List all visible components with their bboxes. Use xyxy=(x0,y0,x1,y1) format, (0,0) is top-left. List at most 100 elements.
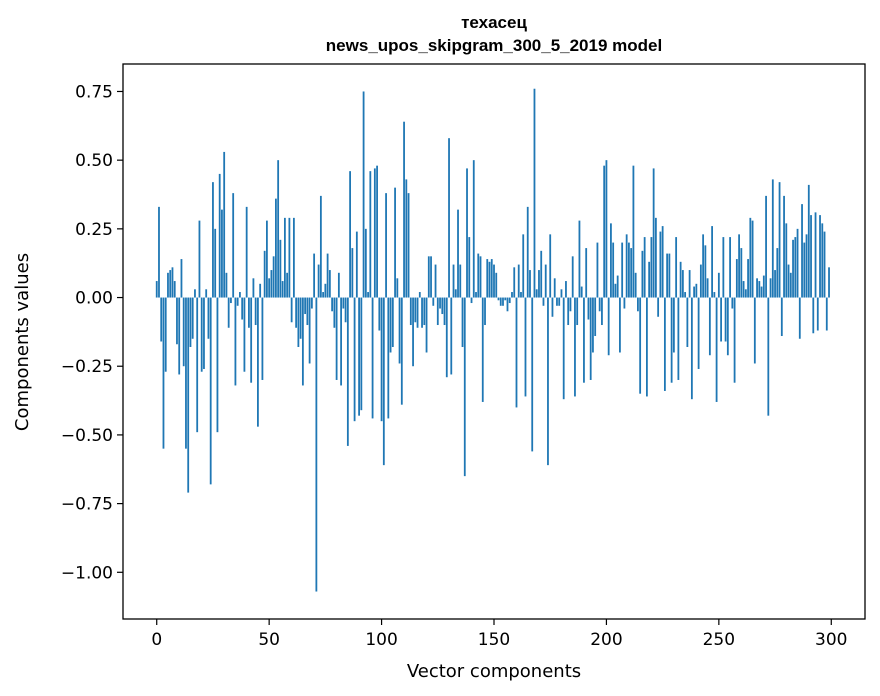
bar xyxy=(358,297,360,416)
bar xyxy=(625,234,628,298)
bar xyxy=(176,297,178,345)
bar xyxy=(778,182,781,298)
bar xyxy=(425,297,428,353)
bar xyxy=(495,272,498,298)
bar xyxy=(207,297,210,339)
bar xyxy=(283,217,286,298)
bar xyxy=(814,212,817,298)
bar xyxy=(565,281,567,298)
bar xyxy=(155,281,158,298)
bar xyxy=(466,168,468,298)
bar xyxy=(776,248,779,298)
bar xyxy=(187,297,190,493)
bar xyxy=(524,297,527,397)
bar xyxy=(185,297,187,449)
bar xyxy=(351,248,354,298)
bar xyxy=(290,297,293,323)
bar xyxy=(648,261,651,298)
bar xyxy=(497,297,500,301)
bar xyxy=(333,297,336,328)
bar xyxy=(639,297,642,394)
bar xyxy=(756,278,758,298)
bar xyxy=(812,297,815,334)
bar xyxy=(538,270,540,298)
bar xyxy=(704,245,707,298)
bar xyxy=(628,242,630,298)
bar xyxy=(508,297,511,304)
bar xyxy=(675,237,678,298)
bar xyxy=(749,217,752,298)
bar xyxy=(650,237,653,298)
bar xyxy=(646,297,648,397)
bar xyxy=(380,297,383,422)
bar xyxy=(203,297,205,369)
bar xyxy=(178,297,181,375)
bar xyxy=(389,297,392,353)
bar xyxy=(765,195,767,298)
bar xyxy=(277,160,280,298)
x-tick-label: 300 xyxy=(815,630,847,650)
bar xyxy=(477,253,480,298)
bar xyxy=(670,297,673,383)
bar xyxy=(785,223,788,298)
bar xyxy=(601,297,603,326)
bar xyxy=(547,297,549,466)
bar xyxy=(486,259,489,298)
bar xyxy=(400,297,403,405)
bar xyxy=(304,297,307,315)
bar xyxy=(362,91,365,298)
bar xyxy=(382,297,385,466)
bar xyxy=(344,297,347,323)
bar xyxy=(488,261,491,298)
bar xyxy=(261,297,264,380)
bar xyxy=(225,272,228,298)
bar xyxy=(479,256,482,298)
bar xyxy=(326,253,329,298)
y-tick-label: 0.25 xyxy=(75,220,113,240)
bar xyxy=(726,297,729,356)
bar xyxy=(688,270,691,298)
bar xyxy=(434,264,437,298)
bar xyxy=(448,138,450,298)
bar xyxy=(436,297,439,326)
bar xyxy=(353,297,356,422)
bar xyxy=(549,234,552,298)
bar xyxy=(753,297,756,364)
bar xyxy=(733,297,736,383)
bar xyxy=(254,297,257,326)
bar xyxy=(439,297,441,309)
bar xyxy=(641,250,644,298)
bar xyxy=(315,297,318,592)
bar xyxy=(412,297,414,367)
bar xyxy=(189,297,192,347)
bar xyxy=(794,237,797,298)
bar xyxy=(560,289,563,298)
bar xyxy=(634,272,637,298)
bar xyxy=(621,242,624,298)
bar xyxy=(744,289,747,298)
bar xyxy=(580,286,583,298)
bar xyxy=(708,297,711,356)
bar xyxy=(720,297,722,342)
bar xyxy=(729,237,731,298)
y-tick-label: 0.50 xyxy=(75,151,113,171)
bar xyxy=(214,228,217,298)
bar xyxy=(798,297,801,339)
bar xyxy=(421,297,423,328)
bar xyxy=(731,297,734,309)
bar xyxy=(337,272,340,298)
bar xyxy=(666,253,669,298)
bar xyxy=(373,168,376,298)
bar xyxy=(313,253,316,298)
bar xyxy=(232,193,235,298)
bar xyxy=(556,297,558,306)
bar xyxy=(819,215,821,298)
bar xyxy=(792,239,794,298)
bar xyxy=(319,195,322,298)
bar xyxy=(695,283,698,298)
bar xyxy=(236,297,239,306)
bar xyxy=(513,267,516,298)
x-axis-label: Vector components xyxy=(407,661,581,682)
bar xyxy=(322,292,325,298)
bar xyxy=(810,215,812,298)
